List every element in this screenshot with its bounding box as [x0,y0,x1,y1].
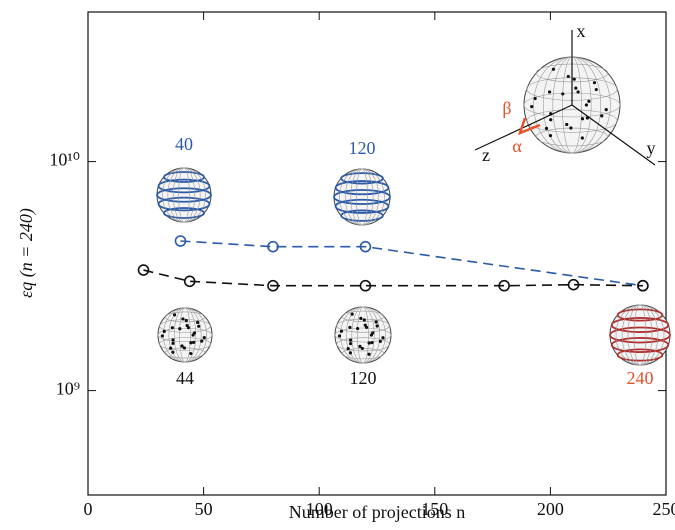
dot [356,327,359,330]
dot [163,330,166,333]
dot [574,87,577,90]
dot [351,313,354,316]
y-tick-label: 10⁹ [56,379,80,399]
dot [605,108,608,111]
dot [552,68,555,71]
dot [587,100,590,103]
dot [349,342,352,345]
dot [173,313,176,316]
annotation: 40 [175,134,193,154]
annotation: α [512,136,522,156]
dot [361,347,364,350]
dot [534,97,537,100]
annotation: 44 [176,368,194,388]
sphere [335,307,391,363]
dot [189,341,192,344]
dot [545,127,548,130]
dot [593,81,596,84]
x-tick-label: 200 [537,499,564,519]
annotation: x [577,21,586,41]
sphere [158,308,212,362]
dot [186,324,189,327]
annotation: 120 [349,138,376,158]
dot [379,340,382,343]
dot [171,338,174,341]
dot [368,341,371,344]
dot [192,341,195,344]
x-tick-label: 150 [421,499,448,519]
dot [530,105,533,108]
dot [371,331,374,334]
dot [348,326,351,329]
dot [183,346,186,349]
dot [340,330,343,333]
dot [349,339,352,342]
sphere-icon [334,169,390,225]
dot [169,347,172,350]
dot [367,353,370,356]
dot [358,345,361,348]
annotation: 120 [350,368,377,388]
dot [569,126,572,129]
dot [203,336,206,339]
dot [338,334,341,337]
dot [585,103,588,106]
sphere-icon [610,305,670,365]
sphere-icon [335,307,391,363]
y-tick-label: 10¹⁰ [49,150,80,170]
dot [561,92,564,95]
dot [581,117,584,120]
dot [581,136,584,139]
dot [161,334,164,337]
dot [200,340,203,343]
dot [595,88,598,91]
dot [171,351,174,354]
dot [171,342,174,345]
dot [600,114,603,117]
dot [577,90,580,93]
dot [364,324,367,327]
dot [196,321,199,324]
dot [565,123,568,126]
x-tick-label: 0 [84,499,93,519]
dot [178,327,181,330]
dot [193,331,196,334]
dot [181,317,184,320]
dot [376,324,379,327]
dot [349,351,352,354]
dot [197,325,200,328]
dot [567,75,570,78]
dot [548,90,551,93]
y-axis-label: εq (n = 240) [16,208,37,298]
dot [549,118,552,121]
annotation: 240 [627,368,654,388]
annotation: β [502,98,511,118]
dot [363,318,366,321]
dot [549,134,552,137]
sphere-icon [158,308,212,362]
annotation: y [647,138,656,158]
dot [375,320,378,323]
x-tick-label: 50 [195,499,213,519]
dot [370,341,373,344]
dot [573,78,576,81]
sphere-icon [157,168,211,222]
dot [381,336,384,339]
x-tick-label: 100 [306,499,333,519]
annotation: z [482,145,490,165]
dot [359,317,362,320]
dot [347,347,350,350]
x-tick-label: 250 [653,499,675,519]
dot [185,319,188,322]
dot [171,326,174,329]
dot [189,352,192,355]
